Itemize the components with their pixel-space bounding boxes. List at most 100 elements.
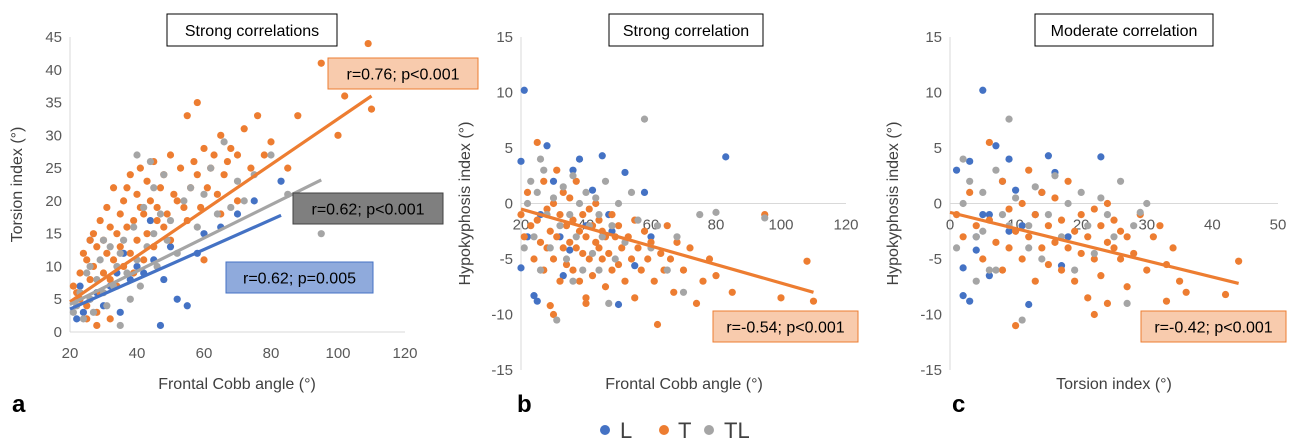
data-point-L xyxy=(959,292,967,300)
data-point-T xyxy=(106,223,114,231)
data-point-L xyxy=(569,166,577,174)
data-point-L xyxy=(520,86,528,94)
data-point-TL xyxy=(992,166,1000,174)
data-point-T xyxy=(1169,244,1177,252)
data-point-T xyxy=(93,321,101,330)
data-point-T xyxy=(777,294,785,302)
data-point-TL xyxy=(1130,222,1138,230)
data-point-T xyxy=(627,255,636,263)
data-point-TL xyxy=(992,266,1000,274)
data-point-L xyxy=(614,300,623,309)
data-point-T xyxy=(1031,211,1039,219)
data-point-TL xyxy=(1018,316,1026,324)
correlation-annotation-box xyxy=(225,261,374,294)
data-point-L xyxy=(722,153,730,161)
data-point-TL xyxy=(1044,211,1052,219)
data-point-T xyxy=(803,257,811,265)
data-point-T xyxy=(103,249,111,257)
data-point-TL xyxy=(240,197,248,205)
x-tick-label: 30 xyxy=(1138,217,1155,234)
y-tick-label: 0 xyxy=(934,196,942,213)
data-point-T xyxy=(533,138,541,147)
data-point-T xyxy=(582,299,590,307)
data-point-T xyxy=(1051,194,1059,202)
data-point-T xyxy=(585,255,593,263)
x-axis-label: Frontal Cobb angle (°) xyxy=(605,376,763,393)
data-point-L xyxy=(575,155,584,163)
data-point-TL xyxy=(156,210,165,218)
data-point-T xyxy=(1116,255,1125,263)
data-point-TL xyxy=(979,188,987,196)
series-T xyxy=(517,138,818,329)
x-axis-label: Torsion index (°) xyxy=(1056,376,1172,393)
series-TL xyxy=(520,115,769,324)
data-point-TL xyxy=(1110,233,1118,241)
data-point-T xyxy=(1025,166,1033,174)
data-point-TL xyxy=(556,222,564,230)
data-point-TL xyxy=(146,157,154,166)
data-point-T xyxy=(317,59,325,67)
data-point-L xyxy=(559,272,567,280)
data-point-L xyxy=(250,197,258,205)
data-point-T xyxy=(1110,244,1118,252)
y-axis-label: Hypokyphosis index (°) xyxy=(885,122,902,286)
data-point-T xyxy=(523,188,532,196)
data-point-TL xyxy=(575,199,584,208)
data-point-T xyxy=(93,243,101,251)
data-point-L xyxy=(549,177,558,185)
data-point-TL xyxy=(546,244,554,252)
data-point-T xyxy=(1097,272,1105,280)
data-point-T xyxy=(575,277,584,285)
legend-marker-L xyxy=(600,425,610,435)
correlation-annotation-box xyxy=(1140,310,1287,343)
x-tick-label: 80 xyxy=(263,345,280,362)
legend-label-T: T xyxy=(678,418,691,442)
data-point-T xyxy=(998,177,1007,185)
x-tick-label: 20 xyxy=(513,217,530,234)
data-point-T xyxy=(83,256,91,264)
data-point-T xyxy=(1084,294,1092,302)
data-point-T xyxy=(644,255,652,263)
data-point-TL xyxy=(536,155,545,163)
data-point-TL xyxy=(549,194,558,202)
y-tick-label: -10 xyxy=(920,307,942,324)
data-point-T xyxy=(260,151,268,159)
data-point-T xyxy=(176,164,185,172)
data-point-T xyxy=(217,131,225,139)
data-point-TL xyxy=(1012,194,1020,202)
data-point-T xyxy=(614,222,623,230)
legend-label-L: L xyxy=(620,418,632,442)
data-point-L xyxy=(1064,233,1072,241)
data-point-T xyxy=(1123,283,1131,291)
data-point-TL xyxy=(140,203,148,212)
y-tick-label: 25 xyxy=(45,160,62,177)
data-point-TL xyxy=(96,256,104,264)
trendline-T xyxy=(69,94,373,304)
chart-title: Strong correlations xyxy=(185,23,319,40)
data-point-TL xyxy=(103,302,111,310)
data-point-TL xyxy=(99,236,108,244)
data-point-T xyxy=(686,244,694,252)
data-point-T xyxy=(126,171,134,179)
data-point-TL xyxy=(120,236,128,244)
data-point-L xyxy=(992,142,1000,150)
data-point-T xyxy=(86,236,94,244)
data-point-TL xyxy=(972,277,980,285)
data-point-T xyxy=(126,249,134,257)
data-point-TL xyxy=(1097,194,1105,202)
data-point-T xyxy=(575,227,584,235)
data-point-TL xyxy=(166,216,175,225)
data-point-T xyxy=(637,266,645,274)
data-point-T xyxy=(193,98,201,107)
data-point-T xyxy=(106,315,114,323)
data-point-TL xyxy=(1090,249,1098,258)
data-point-T xyxy=(1018,255,1026,263)
data-point-T xyxy=(233,197,242,205)
data-point-T xyxy=(1044,260,1052,269)
data-point-T xyxy=(992,238,1000,246)
data-point-TL xyxy=(530,233,538,241)
data-point-T xyxy=(1130,249,1138,258)
data-point-T xyxy=(1176,277,1184,285)
data-point-TL xyxy=(193,223,201,231)
y-tick-label: -15 xyxy=(920,362,942,379)
